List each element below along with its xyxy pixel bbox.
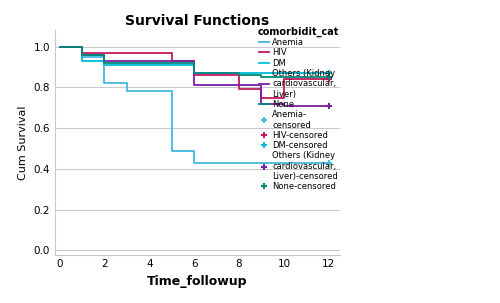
Legend: Anemia, HIV, DM, Others (Kidney
cardiovascular,
Liver), None, Anemia-
censored, : Anemia, HIV, DM, Others (Kidney cardiova… <box>257 26 340 192</box>
X-axis label: Time_followup: Time_followup <box>147 275 248 288</box>
Title: Survival Functions: Survival Functions <box>126 14 270 28</box>
Y-axis label: Cum Survival: Cum Survival <box>18 105 28 180</box>
